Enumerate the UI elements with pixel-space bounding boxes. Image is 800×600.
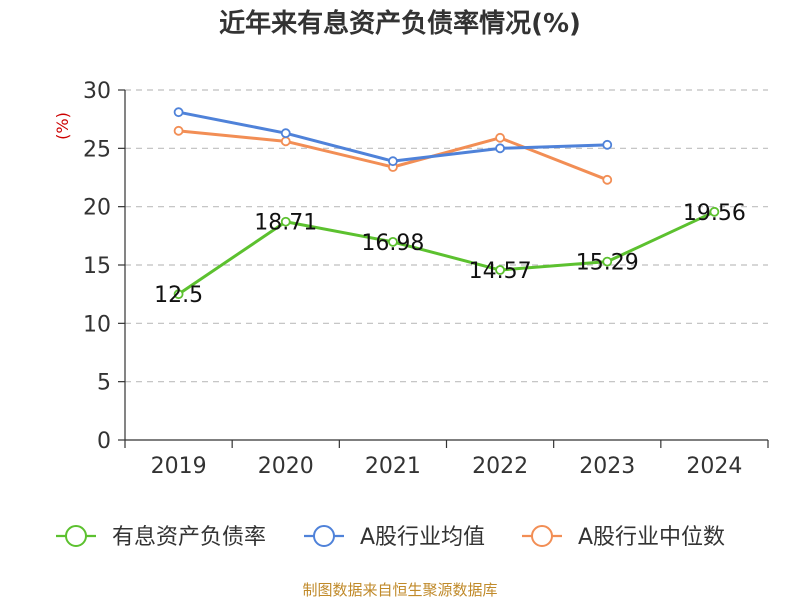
legend-label: A股行业中位数 bbox=[578, 525, 725, 550]
data-point bbox=[173, 289, 184, 300]
y-tick-label: 10 bbox=[83, 312, 111, 337]
x-tick-label: 2023 bbox=[579, 454, 635, 479]
data-label: 18.71 bbox=[254, 211, 317, 236]
data-label: 12.5 bbox=[154, 283, 203, 308]
y-tick-label: 15 bbox=[83, 254, 111, 279]
data-label: 15.29 bbox=[576, 251, 639, 276]
series-line bbox=[178, 129, 608, 182]
legend-label: A股行业均值 bbox=[360, 525, 485, 550]
data-point bbox=[602, 256, 613, 267]
y-tick-label: 0 bbox=[97, 429, 111, 454]
source-note: 制图数据来自恒生聚源数据库 bbox=[302, 581, 497, 599]
data-point bbox=[388, 156, 398, 167]
data-point bbox=[709, 206, 720, 217]
y-tick-label: 30 bbox=[83, 79, 111, 104]
data-point bbox=[388, 236, 398, 247]
legend-marker bbox=[313, 525, 335, 547]
x-tick-label: 2022 bbox=[472, 454, 528, 479]
data-label: 19.56 bbox=[683, 201, 746, 226]
legend-marker bbox=[531, 525, 553, 547]
legend-marker bbox=[65, 525, 87, 547]
y-tick-label: 25 bbox=[83, 137, 111, 162]
data-point bbox=[280, 216, 291, 227]
data-point bbox=[173, 107, 184, 118]
legend-label: 有息资产负债率 bbox=[112, 525, 266, 550]
data-label: 16.98 bbox=[361, 231, 424, 256]
data-point bbox=[495, 265, 505, 275]
data-label: 14.57 bbox=[469, 259, 532, 284]
x-tick-label: 2019 bbox=[151, 454, 207, 479]
legend: 有息资产负债率 A股行业均值 A股行业中位数 bbox=[56, 525, 725, 550]
data-point bbox=[495, 132, 505, 143]
x-tick-label: 2024 bbox=[686, 454, 742, 479]
data-point bbox=[602, 174, 613, 185]
x-tick-label: 2021 bbox=[365, 454, 421, 479]
y-tick-label: 20 bbox=[83, 196, 111, 221]
data-point bbox=[495, 143, 505, 154]
chart-title: 近年来有息资产负债率情况(%) bbox=[219, 8, 581, 39]
y-axis-label: (%) bbox=[53, 112, 72, 140]
x-tick-label: 2020 bbox=[258, 454, 314, 479]
axes: 0 5 10 15 20 25 30 2019 2020 2021 2022 2023 2024 bbox=[83, 79, 769, 479]
data-point bbox=[602, 139, 613, 150]
data-point bbox=[280, 136, 291, 147]
gridlines bbox=[125, 89, 768, 383]
series-line bbox=[177, 210, 716, 296]
data-point bbox=[173, 125, 184, 136]
series-layer bbox=[173, 107, 720, 300]
data-labels: 12.5 18.71 16.98 14.57 15.29 19.56 bbox=[154, 201, 746, 308]
data-point bbox=[280, 128, 291, 139]
y-tick-label: 5 bbox=[97, 371, 111, 396]
